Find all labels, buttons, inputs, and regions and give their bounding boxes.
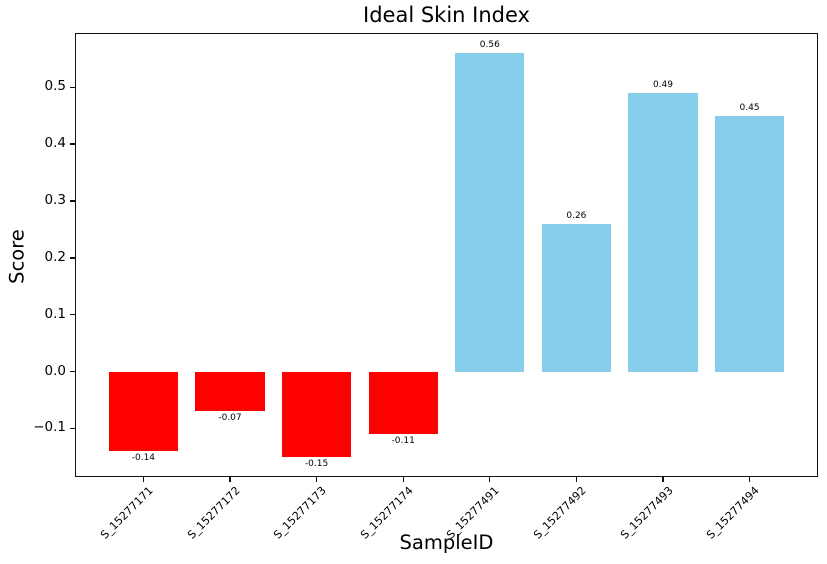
bar-S_15277491 [455, 53, 525, 372]
chart-title: Ideal Skin Index [363, 3, 530, 27]
y-tick [70, 200, 75, 202]
y-tick-label: 0.4 [44, 135, 66, 152]
y-tick-label: 0.3 [44, 191, 66, 208]
bar-S_15277492 [541, 223, 612, 372]
bar-S_15277174 [368, 371, 438, 435]
bar-S_15277173 [281, 371, 352, 457]
y-tick-label: 0.2 [44, 248, 66, 265]
x-tick [229, 477, 231, 482]
x-tick [575, 477, 578, 482]
y-tick [70, 257, 75, 259]
bar-value-label: 0.56 [479, 40, 500, 51]
y-tick [70, 143, 75, 145]
y-tick [70, 370, 75, 373]
y-tick [70, 313, 75, 316]
y-tick-label: 0.1 [44, 305, 66, 322]
x-tick [489, 477, 491, 482]
x-axis-label: SampleID [399, 531, 494, 554]
bar-S_15277493 [628, 92, 698, 372]
bar-S_15277494 [714, 115, 785, 372]
y-tick-label: 0.0 [44, 362, 66, 379]
y-tick-label: 0.5 [44, 78, 66, 95]
bar-value-label: 0.26 [566, 210, 587, 221]
bar-value-label: -0.14 [131, 453, 156, 464]
bar-value-label: -0.15 [304, 458, 329, 469]
bar-value-label: -0.11 [391, 436, 415, 447]
bar-value-label: 0.49 [652, 79, 673, 90]
x-tick [142, 477, 145, 482]
y-tick [70, 86, 75, 88]
bar-S_15277171 [108, 371, 179, 452]
x-tick [748, 477, 751, 482]
plot-area [75, 33, 818, 477]
y-tick-label: −0.1 [33, 419, 66, 436]
x-tick [315, 477, 318, 482]
x-tick [662, 477, 664, 482]
bar-value-label: 0.45 [739, 102, 760, 113]
y-tick [70, 427, 75, 430]
x-tick [402, 477, 404, 482]
bar-S_15277172 [195, 371, 265, 412]
bar-value-label: -0.07 [218, 413, 242, 424]
